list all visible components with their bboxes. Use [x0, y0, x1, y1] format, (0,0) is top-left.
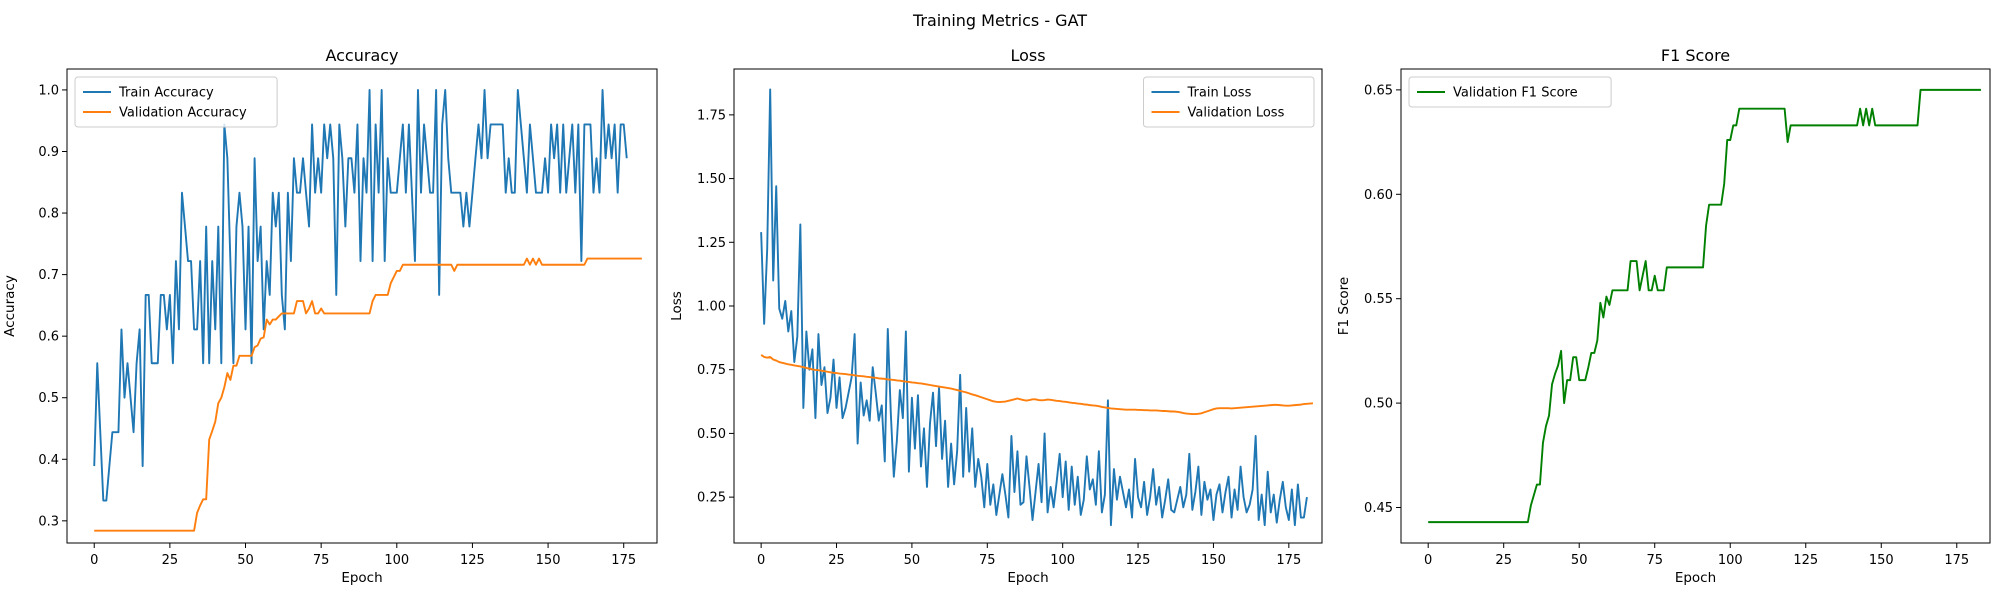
- loss-y-tick-label: 1.75: [697, 108, 726, 123]
- f1-score-legend: Validation F1 Score: [1408, 76, 1612, 108]
- loss-x-axis-label: Epoch: [1007, 570, 1048, 586]
- accuracy-legend-label-1: Validation Accuracy: [119, 106, 247, 121]
- accuracy-y-tick-label: 0.7: [38, 268, 59, 283]
- loss-y-tick-label: 1.25: [697, 236, 726, 251]
- f1-score-series-line-0: [1428, 88, 1981, 524]
- loss-x-tick-label: 175: [1276, 553, 1301, 568]
- accuracy-x-tick-label: 25: [162, 553, 179, 568]
- loss-y-tick-label: 1.50: [697, 172, 726, 187]
- loss-series-line-1: [760, 354, 1314, 415]
- f1-score-plot-frame: [1400, 68, 1991, 544]
- f1-score-x-tick-label: 125: [1793, 553, 1818, 568]
- loss-legend-label-0: Train Loss: [1187, 86, 1252, 101]
- accuracy-y-axis-label: Accuracy: [2, 275, 18, 337]
- loss-x-tick-label: 125: [1126, 553, 1151, 568]
- f1-score-x-tick-label: 150: [1869, 553, 1894, 568]
- f1-score-y-tick-label: 0.50: [1364, 397, 1393, 412]
- loss-y-tick-label: 0.75: [697, 363, 726, 378]
- f1-score-x-tick-label: 25: [1495, 553, 1512, 568]
- accuracy-x-tick-label: 175: [611, 553, 636, 568]
- accuracy-chart-title: Accuracy: [325, 46, 398, 65]
- loss-y-tick-label: 1.00: [697, 300, 726, 315]
- f1-score-y-axis-label: F1 Score: [1336, 277, 1352, 335]
- accuracy-x-axis-label: Epoch: [341, 570, 382, 586]
- loss-y-tick-label: 0.50: [697, 427, 726, 442]
- accuracy-x-tick-label: 75: [313, 553, 330, 568]
- loss-x-tick-label: 150: [1201, 553, 1226, 568]
- f1-score-y-tick-label: 0.65: [1364, 83, 1393, 98]
- loss-x-tick-label: 25: [828, 553, 845, 568]
- f1-score-legend-box: [1408, 76, 1612, 108]
- loss-chart-title: Loss: [1010, 46, 1045, 65]
- accuracy-x-tick-label: 100: [384, 553, 409, 568]
- accuracy-plot-frame: [66, 68, 658, 544]
- loss-x-tick-label: 0: [757, 553, 765, 568]
- accuracy-legend-label-0: Train Accuracy: [118, 86, 214, 101]
- figure-suptitle: Training Metrics - GAT: [912, 11, 1087, 30]
- accuracy-y-tick-label: 1.0: [38, 83, 59, 98]
- f1-score-x-tick-label: 0: [1424, 553, 1432, 568]
- accuracy-x-tick-label: 125: [460, 553, 485, 568]
- f1-score-x-tick-label: 75: [1646, 553, 1663, 568]
- accuracy-y-tick-label: 0.6: [38, 330, 59, 345]
- f1-score-x-tick-label: 50: [1571, 553, 1588, 568]
- f1-score-x-axis-label: Epoch: [1675, 570, 1716, 586]
- accuracy-x-tick-label: 50: [237, 553, 254, 568]
- loss-x-tick-label: 100: [1050, 553, 1075, 568]
- accuracy-y-tick-label: 0.5: [38, 391, 59, 406]
- f1-score-chart: F1 Score 0 25 50 75 100 125 150 175 0.45 0.50 0.55 0…: [1336, 46, 1991, 586]
- loss-legend-box: [1143, 76, 1315, 128]
- f1-score-y-tick-label: 0.55: [1364, 292, 1393, 307]
- f1-score-x-tick-label: 175: [1944, 553, 1969, 568]
- accuracy-chart: Accuracy 0 25 50 75 100 125 150 175 0.3 0.4 0.5 0.6 0…: [2, 46, 658, 586]
- accuracy-x-tick-label: 150: [536, 553, 561, 568]
- f1-score-chart-title: F1 Score: [1661, 46, 1730, 65]
- f1-score-y-tick-label: 0.60: [1364, 188, 1393, 203]
- f1-score-legend-label-0: Validation F1 Score: [1453, 86, 1578, 101]
- loss-y-axis-label: Loss: [669, 291, 685, 321]
- f1-score-x-tick-label: 100: [1718, 553, 1743, 568]
- accuracy-series-line-1: [94, 257, 642, 532]
- accuracy-legend: Train Accuracy Validation Accuracy: [74, 76, 278, 128]
- accuracy-y-tick-label: 0.8: [38, 207, 59, 222]
- loss-y-tick-label: 0.25: [697, 491, 726, 506]
- accuracy-series-line-0: [93, 88, 628, 502]
- accuracy-y-tick-label: 0.3: [38, 514, 59, 529]
- accuracy-x-tick-label: 0: [90, 553, 98, 568]
- accuracy-y-tick-label: 0.9: [38, 145, 59, 160]
- loss-x-tick-label: 75: [979, 553, 996, 568]
- loss-chart: Loss 0 25 50 75 100 125 150 175 0.25 0.50 0.75 1.00 1…: [669, 46, 1323, 586]
- loss-legend: Train Loss Validation Loss: [1143, 76, 1315, 128]
- loss-x-tick-label: 50: [904, 553, 921, 568]
- loss-legend-label-1: Validation Loss: [1188, 106, 1285, 121]
- loss-series-line-0: [760, 88, 1308, 527]
- accuracy-y-tick-label: 0.4: [38, 453, 59, 468]
- accuracy-legend-box: [74, 76, 278, 128]
- f1-score-y-tick-label: 0.45: [1364, 501, 1393, 516]
